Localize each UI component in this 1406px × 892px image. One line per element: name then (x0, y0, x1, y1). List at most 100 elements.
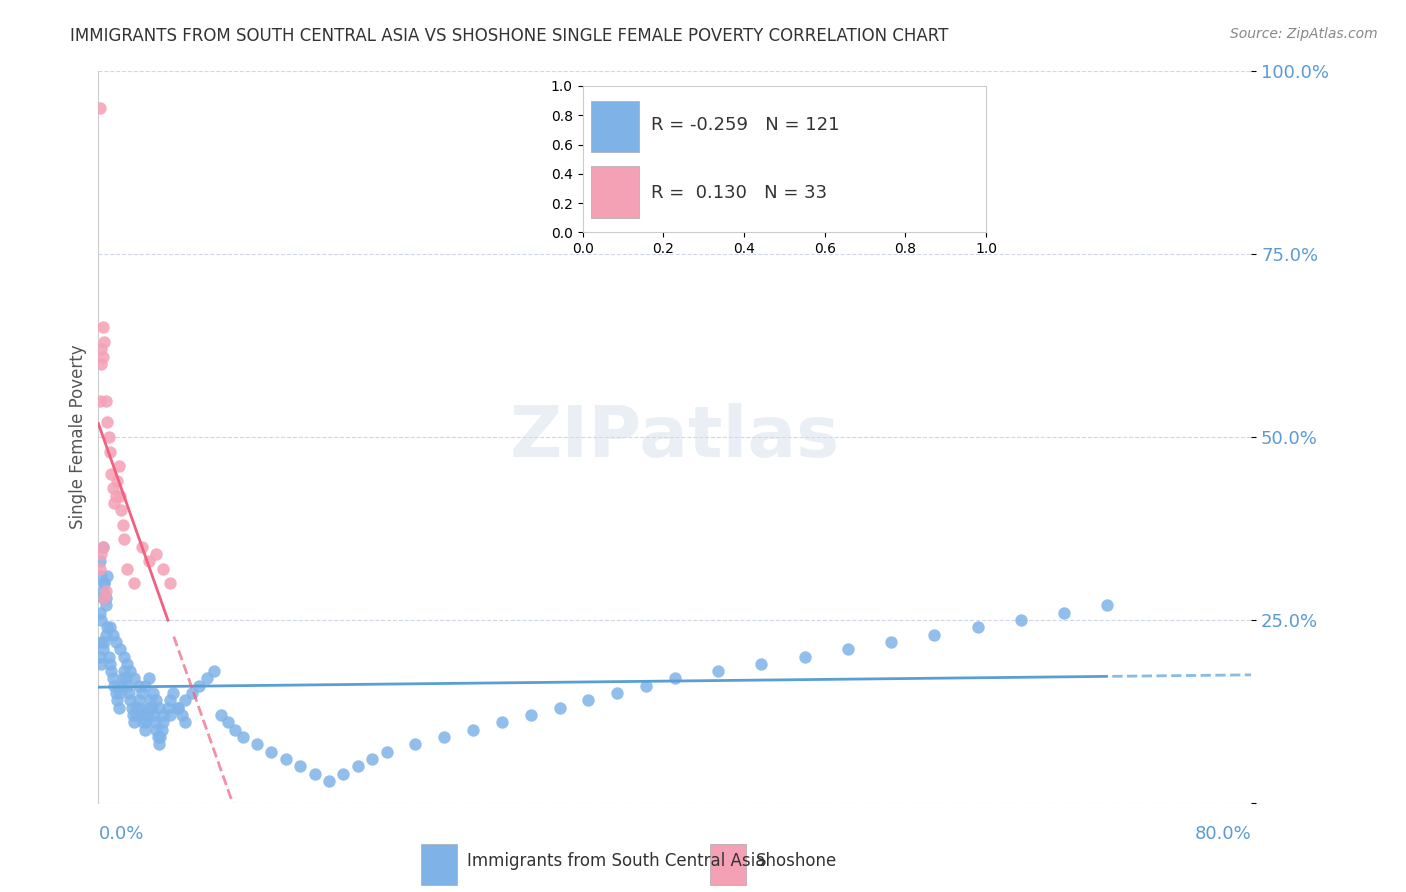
Point (195, 672, 218, 686)
Point (91, 642, 114, 657)
Point (98, 444, 121, 458)
Point (108, 686, 131, 700)
Point (101, 672, 124, 686)
Point (152, 708, 174, 723)
Point (110, 679, 132, 693)
Point (112, 533, 135, 547)
Point (93, 591, 115, 605)
Point (90, 613, 112, 627)
Point (260, 745, 283, 759)
Point (90, 547, 112, 561)
Point (96, 620, 118, 634)
Point (125, 708, 148, 723)
Point (94, 627, 117, 641)
Point (90, 343, 112, 357)
Point (112, 664, 135, 678)
Point (89, 649, 111, 664)
Point (108, 489, 131, 503)
Point (578, 693, 600, 707)
Point (606, 686, 628, 700)
Text: Source: ZipAtlas.com: Source: ZipAtlas.com (1230, 27, 1378, 41)
Point (90, 569, 112, 583)
Point (128, 693, 150, 707)
Point (117, 679, 138, 693)
Point (145, 547, 167, 561)
Point (94, 393, 117, 408)
Point (90, 357, 112, 371)
Point (129, 700, 152, 714)
Point (121, 700, 143, 714)
Point (174, 715, 197, 730)
Point (304, 766, 326, 780)
Point (520, 708, 543, 723)
Point (128, 679, 150, 693)
Point (91, 591, 114, 605)
Point (1097, 599, 1119, 613)
Point (124, 672, 146, 686)
Point (433, 730, 456, 744)
Point (117, 562, 138, 576)
Point (170, 708, 193, 723)
Point (127, 700, 149, 714)
Text: 80.0%: 80.0% (1195, 825, 1251, 843)
Text: IMMIGRANTS FROM SOUTH CENTRAL ASIA VS SHOSHONE SINGLE FEMALE POVERTY CORRELATION: IMMIGRANTS FROM SOUTH CENTRAL ASIA VS SH… (70, 27, 949, 45)
Point (209, 708, 232, 723)
Point (101, 627, 124, 641)
Point (138, 700, 160, 714)
Point (332, 766, 354, 780)
Point (97, 430, 120, 444)
Point (91, 320, 114, 334)
Y-axis label: Single Female Poverty: Single Female Poverty (69, 345, 87, 529)
Point (139, 693, 162, 707)
Point (93, 576, 115, 591)
Point (166, 700, 188, 714)
Point (361, 752, 384, 766)
Point (131, 708, 153, 723)
Point (105, 474, 128, 488)
Point (751, 657, 773, 671)
Point (136, 708, 159, 723)
Point (138, 672, 160, 686)
Point (98, 657, 121, 671)
Point (922, 627, 945, 641)
Point (89, 606, 111, 620)
Point (96, 569, 118, 583)
Point (142, 686, 165, 700)
Point (174, 693, 197, 707)
Point (880, 635, 903, 649)
Point (97, 649, 120, 664)
Point (108, 642, 131, 657)
Point (91, 540, 114, 554)
Point (124, 715, 146, 730)
Point (181, 686, 204, 700)
Point (104, 489, 127, 503)
Point (90, 635, 112, 649)
Point (120, 693, 142, 707)
Point (375, 745, 398, 759)
Point (120, 664, 142, 678)
Text: ZIPatlas: ZIPatlas (510, 402, 839, 472)
Point (117, 657, 138, 671)
Point (93, 334, 115, 349)
Point (104, 635, 127, 649)
Point (107, 700, 129, 714)
Point (793, 649, 815, 664)
Point (93, 576, 115, 591)
Point (148, 700, 170, 714)
Point (111, 517, 134, 532)
Point (159, 693, 181, 707)
Point (837, 642, 859, 657)
Point (124, 576, 146, 591)
Point (707, 664, 730, 678)
Point (110, 503, 132, 517)
Point (104, 686, 127, 700)
Point (1010, 613, 1032, 627)
Point (159, 576, 181, 591)
Point (111, 672, 134, 686)
Point (159, 708, 181, 723)
Point (138, 554, 160, 568)
Point (143, 715, 166, 730)
Point (346, 759, 368, 773)
Point (89, 562, 111, 576)
Point (166, 700, 188, 714)
